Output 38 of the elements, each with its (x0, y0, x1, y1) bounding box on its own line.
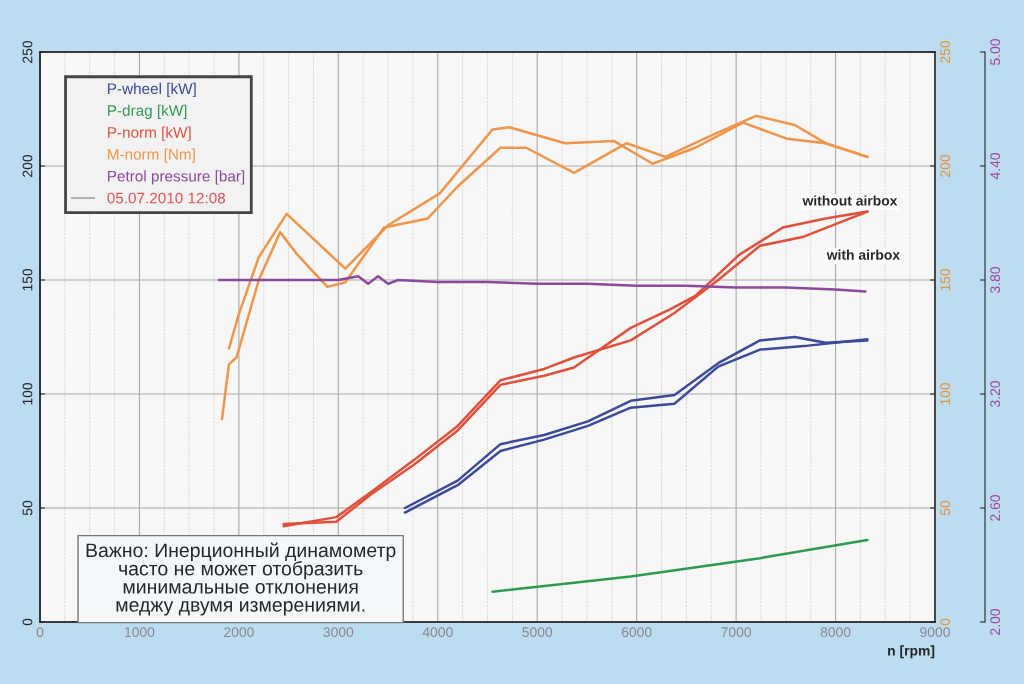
text: P-wheel [kW] (108, 82, 196, 98)
y2-tick-label: 50 (940, 500, 951, 516)
text: P-norm [kW] (108, 126, 191, 141)
text: P-drag [kW] (108, 104, 187, 119)
y3-tick-label: 2.60 (990, 495, 1001, 521)
y2-tick-label: 250 (940, 40, 951, 63)
annotation: without airbox (802, 195, 898, 206)
x-tick-label: 6000 (621, 627, 652, 638)
y2-tick-label: 200 (940, 154, 951, 177)
x-tick-label: 4000 (422, 627, 453, 638)
y-tick-label: 200 (22, 154, 33, 177)
y3-tick-label: 5.00 (990, 39, 1001, 65)
x-tick-label: 0 (36, 627, 44, 638)
annotation: Важно: Инерционный динамометр часто не может отобразить минимальные отклонения меджу двумя измерениями. (86, 542, 396, 616)
y-tick-label: 100 (22, 382, 33, 405)
annotation: with airbox (826, 249, 900, 260)
x-tick-label: 3000 (323, 627, 354, 638)
x-tick-label: 1000 (125, 627, 155, 638)
y-tick-label: 250 (22, 40, 33, 63)
x-tick-label: 9000 (920, 627, 950, 638)
y3-tick-label: 2.00 (990, 609, 1001, 635)
x-tick-label: 8000 (820, 627, 851, 638)
x-axis-title: n [rpm] (888, 645, 935, 659)
y2-tick-label: 100 (940, 382, 951, 405)
y3-tick-label: 3.80 (990, 267, 1001, 293)
y2-tick-label: 0 (940, 618, 951, 626)
y-tick-label: 50 (22, 500, 33, 516)
y-tick-label: 150 (22, 268, 33, 291)
text: Petrol pressure [bar] (108, 170, 245, 185)
y3-tick-label: 4.40 (990, 153, 1001, 180)
x-tick-label: 5000 (522, 627, 553, 638)
y-tick-label: 0 (22, 618, 33, 626)
x-tick-label: 2000 (224, 627, 254, 638)
x-tick-label: 7000 (721, 627, 752, 638)
annotation: 05.07.2010 12:08 (107, 192, 226, 204)
text: M-norm [Nm] (108, 148, 195, 163)
y2-tick-label: 150 (940, 268, 951, 291)
y3-tick-label: 3.20 (990, 381, 1001, 407)
